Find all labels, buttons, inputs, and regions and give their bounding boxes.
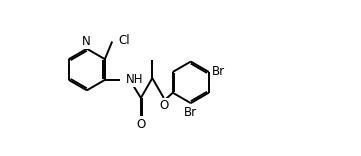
Text: O: O <box>160 99 169 112</box>
Text: N: N <box>82 35 91 48</box>
Text: Br: Br <box>184 106 197 119</box>
Text: O: O <box>136 118 145 131</box>
Text: NH: NH <box>126 73 143 86</box>
Text: Br: Br <box>212 65 225 78</box>
Text: Cl: Cl <box>118 34 130 47</box>
